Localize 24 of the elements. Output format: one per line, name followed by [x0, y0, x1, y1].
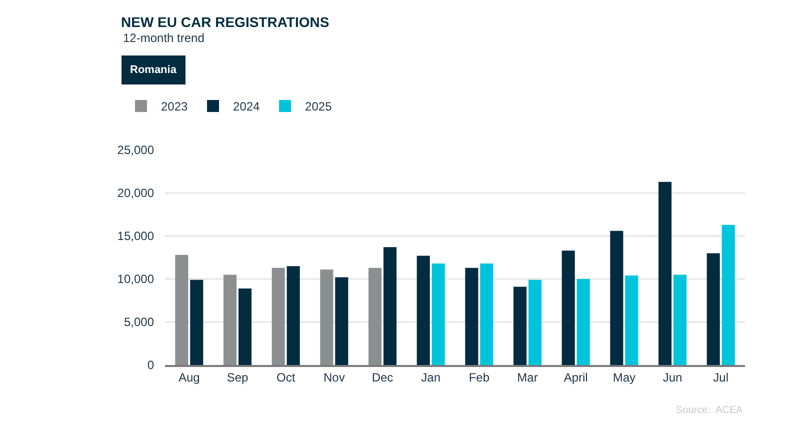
- x-tick-label: Feb: [468, 370, 490, 384]
- legend-label: 2025: [305, 100, 332, 114]
- x-tick-label: Sep: [226, 370, 248, 384]
- y-tick-label: 20,000: [117, 186, 154, 200]
- chart-title: NEW EU CAR REGISTRATIONS: [121, 14, 330, 30]
- x-tick-label: Mar: [517, 370, 538, 384]
- x-tick-label: Nov: [324, 370, 345, 384]
- y-tick-label: 0: [147, 358, 154, 372]
- x-tick-label: Jul: [713, 370, 728, 384]
- text: Romania: [130, 64, 178, 76]
- chart-subtitle: 12-month trend: [123, 31, 204, 45]
- y-tick-label: 25,000: [117, 143, 154, 158]
- x-tick-label: Dec: [372, 370, 394, 384]
- x-tick-label: Oct: [276, 370, 296, 384]
- x-tick-label: Jun: [662, 370, 682, 384]
- x-tick-label: May: [612, 370, 636, 384]
- x-tick-label: Aug: [178, 370, 200, 384]
- y-tick-label: 15,000: [117, 229, 154, 244]
- legend-label: 2024: [233, 100, 260, 114]
- x-tick-label: Jan: [421, 370, 441, 384]
- y-tick-label: 5,000: [124, 315, 154, 330]
- x-tick-label: April: [564, 370, 588, 384]
- y-tick-label: 10,000: [117, 272, 154, 286]
- legend-label: 2023: [161, 100, 188, 114]
